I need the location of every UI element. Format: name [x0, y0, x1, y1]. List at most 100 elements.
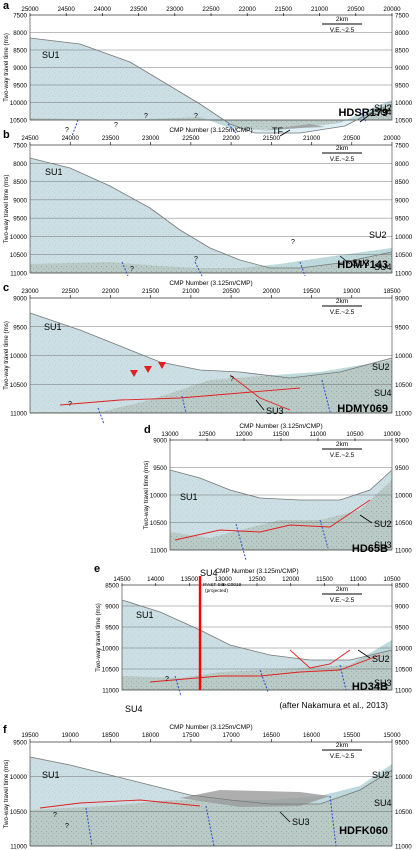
su2-su3-area — [30, 158, 392, 268]
vertical-exaggeration-label: V.E.~2.5 — [330, 597, 355, 604]
su4-area — [30, 100, 392, 130]
cmp-tick-label: 19000 — [62, 732, 80, 739]
twt-tick-right: 10500 — [395, 382, 413, 389]
cmp-tick-label: 17000 — [223, 732, 241, 739]
cmp-tick-label: 13000 — [215, 576, 233, 583]
twt-tick-right: 10000 — [395, 234, 413, 241]
twt-tick-left: 9000 — [105, 604, 119, 611]
uncertainty-marker: ? — [65, 823, 69, 830]
twt-tick-left: 10500 — [10, 382, 28, 389]
twt-axis-title: Two-way travel time (ms) — [3, 33, 10, 102]
fault-line — [235, 523, 247, 561]
twt-tick-left: 8000 — [13, 30, 27, 37]
twt-tick-right: 9000 — [395, 296, 409, 303]
interpreted-horizon — [59, 387, 301, 406]
fault-line — [71, 119, 79, 137]
twt-tick-left: 9500 — [105, 625, 119, 632]
water-column — [30, 298, 392, 378]
unit-label-su1: SU1 — [42, 770, 60, 780]
cmp-tick-label: 11000 — [310, 431, 327, 438]
twt-axis-title: Two-way travel time (ms) — [3, 321, 10, 390]
twt-tick-left: 8500 — [13, 179, 27, 186]
twt-tick-right: 8500 — [395, 48, 409, 55]
cmp-tick-label: 21000 — [182, 288, 200, 295]
scale-bar-label: 2km — [336, 586, 348, 593]
twt-tick-left: 9500 — [13, 740, 27, 747]
twt-tick-left: 10000 — [10, 353, 28, 360]
twt-tick-left: 7500 — [13, 13, 27, 20]
unit-label-su4: SU4 — [374, 798, 392, 808]
cmp-tick-label: 10500 — [346, 431, 364, 438]
scale-bar-label: 2km — [336, 298, 348, 305]
fault-line — [121, 261, 129, 277]
cmp-tick-label: 18500 — [102, 732, 120, 739]
fault-line — [97, 407, 105, 425]
twt-tick-right: 10000 — [395, 646, 413, 653]
seafloor-line — [29, 37, 393, 134]
cmp-tick-label: 21500 — [275, 6, 293, 13]
label-arrow — [279, 811, 291, 823]
cmp-tick-label: 22000 — [223, 135, 241, 142]
cmp-tick-label: 20000 — [263, 288, 281, 295]
panel-letter-d: d — [144, 424, 151, 436]
twt-axis-title: Two-way travel time (ms) — [3, 760, 10, 829]
cmp-tick-label: 11000 — [350, 576, 367, 583]
panel-letter-e: e — [94, 563, 101, 575]
cmp-tick-label: 24000 — [94, 6, 112, 13]
su2-su3-area — [170, 470, 392, 538]
seafloor-line — [121, 599, 393, 661]
twt-tick-right: 10500 — [395, 252, 413, 259]
uncertainty-marker: ? — [194, 256, 198, 263]
cmp-axis-title: CMP Number (3.125m/CMP) — [239, 423, 322, 430]
cmp-tick-label: 24500 — [21, 135, 39, 142]
profile-id: HDMY069 — [337, 403, 388, 415]
vertical-exaggeration-label: V.E.~2.5 — [330, 27, 355, 34]
twt-tick-left: 10500 — [10, 252, 28, 259]
twt-tick-right: 9000 — [395, 65, 409, 72]
unit-label-su3: SU3 — [374, 678, 392, 688]
twt-tick-right: 7500 — [395, 13, 409, 20]
panel-letter-b: b — [3, 129, 10, 141]
profile-id: HDFK060 — [339, 825, 388, 837]
profile-id: HD34B — [352, 681, 388, 693]
twt-tick-right: 11000 — [395, 844, 412, 850]
profile-id: HDMY143 — [337, 259, 388, 271]
unit-label-su2: SU2 — [374, 519, 392, 529]
cmp-tick-label: 15500 — [343, 732, 361, 739]
cmp-tick-label: 12000 — [282, 576, 300, 583]
scale-bar-label: 2km — [336, 742, 348, 749]
cmp-axis-title: CMP Number (3.125m/CMP) — [169, 127, 252, 134]
unit-label-su3: SU3 — [266, 406, 284, 416]
seafloor-line — [29, 756, 393, 805]
unit-label-su1: SU1 — [45, 167, 63, 177]
cmp-tick-label: 23500 — [102, 135, 120, 142]
twt-axis-title: Two-way travel time (ms) — [95, 603, 102, 672]
cmp-tick-label: 14500 — [113, 576, 131, 583]
interpreted-horizon — [289, 649, 351, 669]
unit-label-su4: SU4 — [374, 262, 392, 272]
cmp-tick-label: 22000 — [239, 6, 257, 13]
water-column — [122, 585, 392, 660]
fault-line — [299, 261, 306, 277]
label-arrow — [359, 514, 373, 524]
twt-tick-right: 9000 — [395, 438, 409, 445]
twt-tick-right: 10000 — [395, 100, 413, 107]
cmp-tick-label: 12000 — [235, 431, 253, 438]
fault-line — [359, 109, 367, 123]
uncertainty-marker: ? — [130, 266, 134, 273]
twt-tick-left: 11000 — [102, 688, 119, 695]
twt-tick-left: 9000 — [13, 65, 27, 72]
twt-tick-right: 11000 — [395, 271, 412, 278]
unit-label-su4: SU4 — [374, 107, 392, 117]
uncertainty-marker: ? — [65, 127, 69, 134]
cmp-tick-label: 24500 — [58, 6, 76, 13]
twt-tick-left: 8000 — [13, 161, 27, 168]
cmp-tick-label: 11500 — [273, 431, 290, 438]
fault-line — [85, 807, 93, 847]
twt-tick-left: 8500 — [13, 48, 27, 55]
cmp-axis-title: CMP Number (3.125m/CMP) — [169, 280, 252, 287]
water-column — [30, 15, 392, 133]
cmp-tick-label: 18500 — [383, 288, 401, 295]
su2-su3-area — [30, 757, 392, 810]
